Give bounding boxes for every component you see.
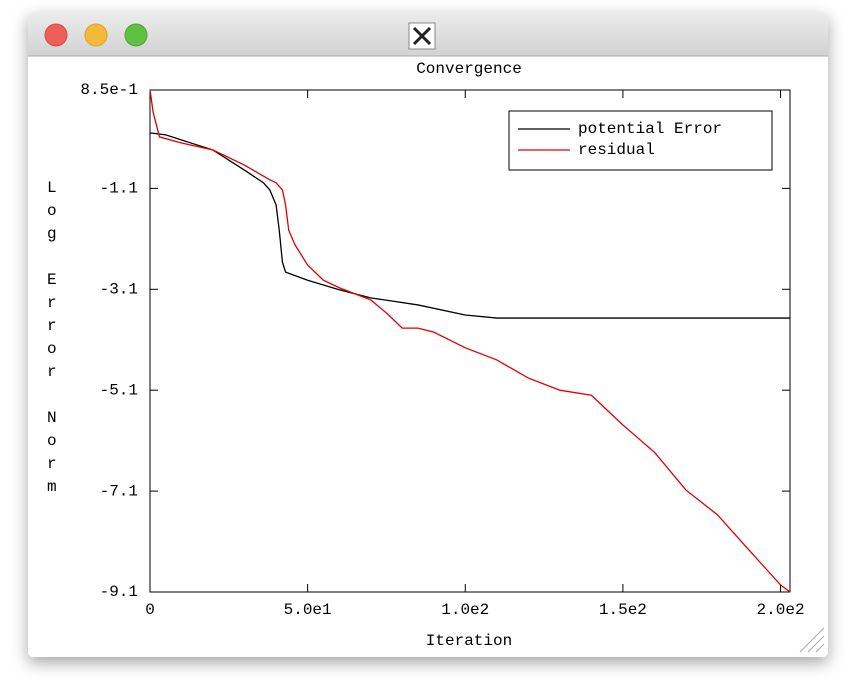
y-axis-label: Log Error Norm [43,179,61,501]
y-tick-label: -5.1 [100,381,138,399]
series-line [149,89,791,593]
y-tick-label: 8.5e-1 [80,81,138,99]
legend-label: potential Error [578,120,722,138]
x-tick-label: 1.0e2 [441,601,489,619]
resize-grip[interactable] [799,627,825,653]
x-tick-label: 0 [145,601,155,619]
x11-icon [408,22,436,50]
legend-box [508,110,773,171]
close-button[interactable] [44,23,68,47]
minimize-button[interactable] [84,23,108,47]
y-tick-label: -9.1 [100,583,138,601]
x-tick-label: 5.0e1 [284,601,332,619]
plot-frame [149,89,791,593]
y-tick-label: -7.1 [100,482,138,500]
chart-title: Convergence [416,60,522,78]
legend-label: residual [578,141,655,159]
window-frame [28,12,828,657]
x-tick-label: 1.5e2 [599,601,647,619]
series-line [149,132,790,319]
y-tick-label: -3.1 [100,281,138,299]
x-axis-label: Iteration [426,632,512,650]
y-tick-label: -1.1 [100,180,138,198]
zoom-button[interactable] [124,23,148,47]
x-tick-label: 2.0e2 [757,601,805,619]
